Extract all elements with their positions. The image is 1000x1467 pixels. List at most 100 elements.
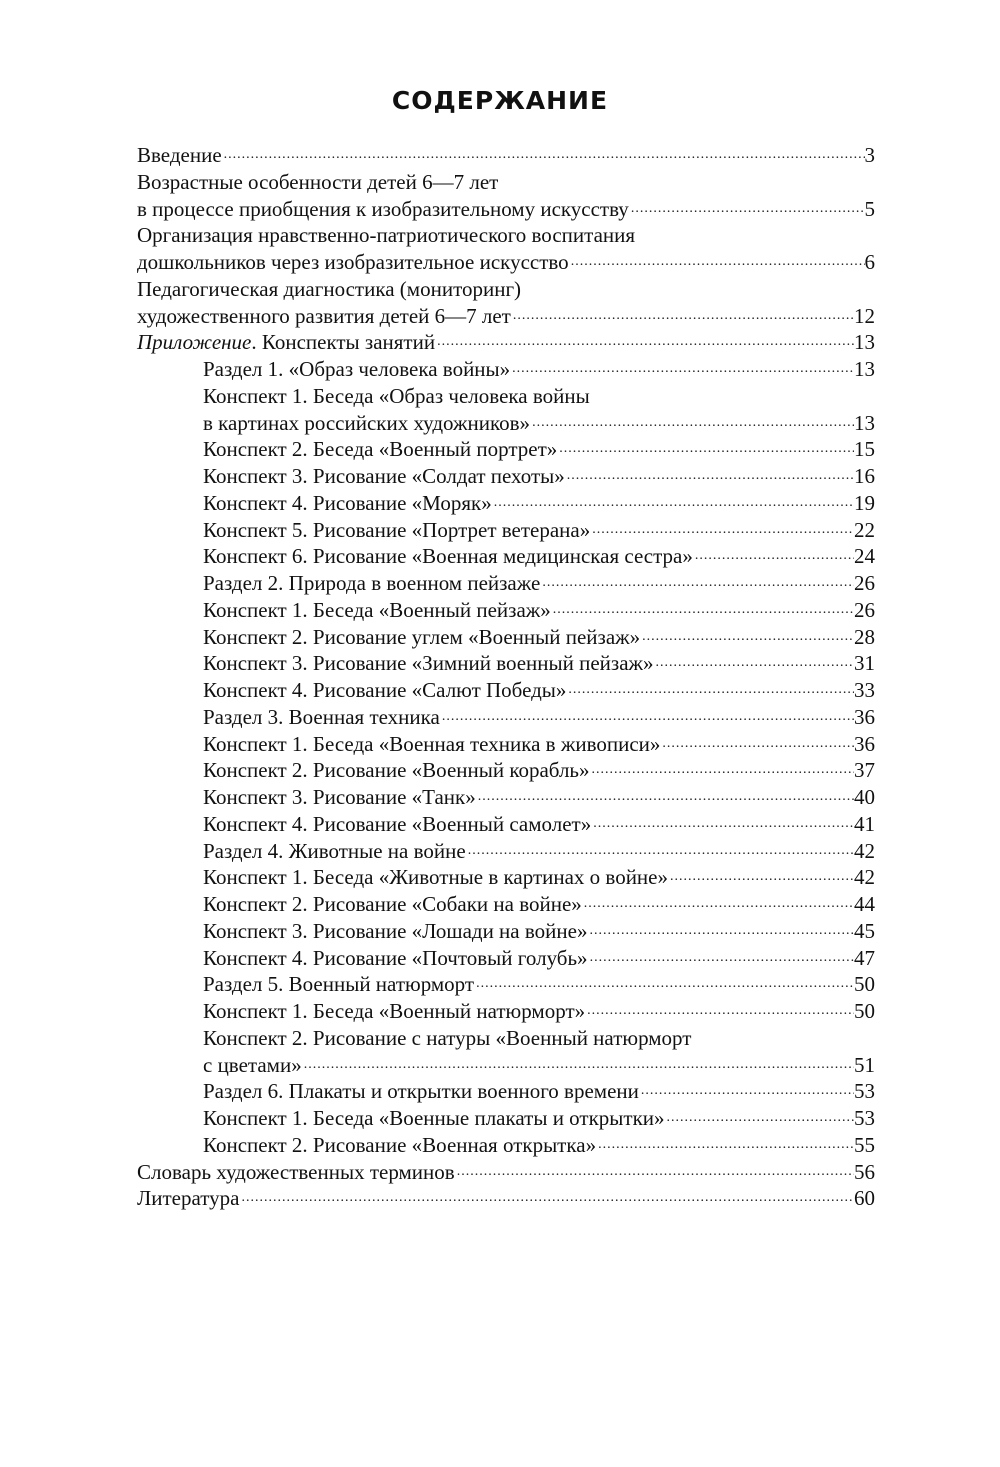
toc-line: Конспект 3. Рисование «Танк»............…: [137, 784, 875, 811]
toc-line: Конспект 2. Рисование углем «Военный пей…: [137, 624, 875, 651]
page-number: 40: [854, 785, 875, 809]
toc-entry[interactable]: Конспект 3. Рисование «Лошади на войне».…: [137, 918, 875, 945]
toc-entry[interactable]: Введение................................…: [137, 142, 875, 169]
toc-line: Приложение. Конспекты занятий...........…: [137, 329, 875, 356]
toc-entry[interactable]: Конспект 4. Рисование «Моряк»...........…: [137, 490, 875, 517]
toc-entry[interactable]: Конспект 1. Беседа «Военный натюрморт»..…: [137, 998, 875, 1025]
toc-entry-title: Конспект 1. Беседа «Военный пейзаж»: [203, 597, 551, 624]
toc-entry[interactable]: Конспект 1. Беседа «Животные в картинах …: [137, 864, 875, 891]
toc-entry[interactable]: Словарь художественных терминов.........…: [137, 1159, 875, 1186]
page-number: 44: [854, 892, 875, 916]
toc-entry[interactable]: Конспект 1. Беседа «Военная техника в жи…: [137, 731, 875, 758]
toc-entry[interactable]: Приложение. Конспекты занятий...........…: [137, 329, 875, 356]
page-number: 24: [854, 544, 875, 569]
page-number: 13: [854, 330, 875, 355]
page-number: 47: [854, 945, 875, 970]
page-number: 51: [854, 1052, 875, 1077]
page-number: 42: [854, 865, 875, 890]
toc-entry[interactable]: Организация нравственно-патриотического …: [137, 222, 875, 276]
toc-entry-title: Литература: [137, 1185, 239, 1212]
toc-entry[interactable]: Конспект 1. Беседа «Военный пейзаж».....…: [137, 597, 875, 624]
toc-entry[interactable]: Конспект 3. Рисование «Солдат пехоты»...…: [137, 463, 875, 490]
toc-entry[interactable]: Раздел 2. Природа в военном пейзаже.....…: [137, 570, 875, 597]
toc-entry-title: Конспект 2. Беседа «Военный портрет»: [203, 436, 557, 463]
toc-entry-title: с цветами»: [203, 1052, 302, 1079]
toc-line: Литература..............................…: [137, 1185, 875, 1212]
toc-entry[interactable]: Конспект 3. Рисование «Зимний военный пе…: [137, 650, 875, 677]
toc-entry[interactable]: Конспект 6. Рисование «Военная медицинск…: [137, 543, 875, 570]
toc-entry[interactable]: Раздел 1. «Образ человека войны»........…: [137, 356, 875, 383]
toc-entry-text: с цветами»: [203, 1052, 302, 1077]
toc-entry-text: Конспект 4. Рисование «Салют Победы»: [203, 678, 567, 702]
dot-leader: ........................................…: [642, 628, 854, 644]
toc-entry-title: Словарь художественных терминов: [137, 1159, 455, 1186]
toc-entry[interactable]: Конспект 2. Рисование «Военный корабль».…: [137, 757, 875, 784]
page-number: 3: [864, 143, 876, 167]
dot-leader: ........................................…: [670, 869, 854, 885]
page-number: 26: [854, 597, 875, 622]
dot-leader: ........................................…: [598, 1136, 854, 1152]
toc-entry[interactable]: Раздел 5. Военный натюрморт.............…: [137, 971, 875, 998]
dot-leader: ........................................…: [655, 655, 854, 671]
toc-line: Раздел 4. Животные на войне.............…: [137, 838, 875, 865]
toc-line: Конспект 5. Рисование «Портрет ветерана»…: [137, 517, 875, 544]
toc-entry[interactable]: Конспект 2. Рисование «Собаки на войне».…: [137, 891, 875, 918]
page-number: 28: [854, 624, 875, 649]
toc-entry[interactable]: Конспект 4. Рисование «Военный самолет».…: [137, 811, 875, 838]
toc-entry[interactable]: Конспект 2. Рисование углем «Военный пей…: [137, 624, 875, 651]
toc-entry[interactable]: Конспект 1. Беседа «Военные плакаты и от…: [137, 1105, 875, 1132]
dot-leader: ........................................…: [441, 708, 854, 724]
toc-entry[interactable]: Конспект 2. Беседа «Военный портрет»....…: [137, 436, 875, 463]
toc-entry[interactable]: Конспект 4. Рисование «Почтовый голубь».…: [137, 945, 875, 972]
toc-entry-text: в картинах российских художников»: [203, 410, 531, 435]
page-number: 53: [854, 1079, 875, 1104]
toc-entry-text: Конспект 3. Рисование «Танк»: [203, 785, 476, 809]
toc-entry[interactable]: Конспект 1. Беседа «Образ человека войны…: [137, 383, 875, 437]
toc-entry[interactable]: Конспект 2. Рисование «Военная открытка»…: [137, 1132, 875, 1159]
toc-entry-text: Конспект 3. Рисование «Солдат пехоты»: [203, 464, 565, 488]
toc-entry-text: Конспект 5. Рисование «Портрет ветерана»: [203, 517, 591, 542]
toc-entry-title: Конспект 1. Беседа «Военный натюрморт»: [203, 998, 585, 1025]
toc-entry[interactable]: Педагогическая диагностика (мониторинг) х…: [137, 276, 875, 330]
toc-entry-title: Конспект 6. Рисование «Военная медицинск…: [203, 543, 693, 570]
toc-line: Конспект 2. Рисование «Военная открытка»…: [137, 1132, 875, 1159]
toc-entry[interactable]: Конспект 3. Рисование «Танк»............…: [137, 784, 875, 811]
toc-entry[interactable]: Раздел 6. Плакаты и открытки военного вр…: [137, 1078, 875, 1105]
toc-entry[interactable]: Конспект 4. Рисование «Салют Победы»....…: [137, 677, 875, 704]
toc-entry[interactable]: Раздел 4. Животные на войне.............…: [137, 838, 875, 865]
dot-leader: ........................................…: [512, 361, 854, 376]
page-number: 22: [854, 517, 875, 542]
toc-entry[interactable]: Конспект 2. Рисование с натуры «Военный …: [137, 1025, 875, 1079]
dot-leader: ........................................…: [493, 494, 854, 510]
toc-entry-text: Раздел 6. Плакаты и открытки военного вр…: [203, 1079, 639, 1104]
toc-entry-text: Раздел 1. «Образ человека войны»: [203, 357, 511, 381]
toc-entry-text: Конспект 4. Рисование «Моряк»: [203, 490, 492, 515]
dot-leader: ........................................…: [552, 601, 854, 617]
page-number: 6: [864, 250, 876, 274]
toc-line: Конспект 4. Рисование «Почтовый голубь».…: [137, 945, 875, 972]
toc-entry[interactable]: Конспект 5. Рисование «Портрет ветерана»…: [137, 517, 875, 544]
dot-leader: ........................................…: [570, 254, 865, 269]
toc-entry-text: Конспект 1. Беседа «Военная техника в жи…: [203, 731, 661, 756]
toc-entry-text: Конспект 2. Рисование «Военный корабль»: [203, 758, 590, 783]
toc-line: художественного развития детей 6—7 лет..…: [137, 303, 875, 330]
dot-leader: ........................................…: [583, 896, 854, 911]
page-number: 13: [854, 410, 875, 435]
toc-entry[interactable]: Литература..............................…: [137, 1185, 875, 1212]
toc-entry-title: Конспект 3. Рисование «Зимний военный пе…: [203, 650, 654, 677]
toc-entry[interactable]: Возрастные особенности детей 6—7 лет в пр…: [137, 169, 875, 223]
toc-line: Конспект 1. Беседа «Военный пейзаж».....…: [137, 597, 875, 624]
toc-entry-text: Конспект 3. Рисование «Зимний военный пе…: [203, 651, 654, 676]
toc-entry-text: Введение: [137, 143, 222, 167]
toc-line: с цветами»..............................…: [137, 1052, 875, 1079]
toc-entry[interactable]: Раздел 3. Военная техника...............…: [137, 704, 875, 731]
dot-leader: ........................................…: [467, 842, 854, 858]
toc-entry-title: Раздел 1. «Образ человека войны»: [203, 356, 510, 383]
dot-leader: ........................................…: [477, 789, 854, 804]
dot-leader: ........................................…: [542, 575, 854, 590]
toc-line: Педагогическая диагностика (мониторинг): [137, 276, 875, 303]
page-number: 12: [854, 303, 875, 328]
toc-entry-title: в процессе приобщения к изобразительному…: [137, 196, 629, 223]
toc-entry-text: в процессе приобщения к изобразительному…: [137, 196, 629, 221]
dot-leader: ........................................…: [592, 521, 854, 537]
